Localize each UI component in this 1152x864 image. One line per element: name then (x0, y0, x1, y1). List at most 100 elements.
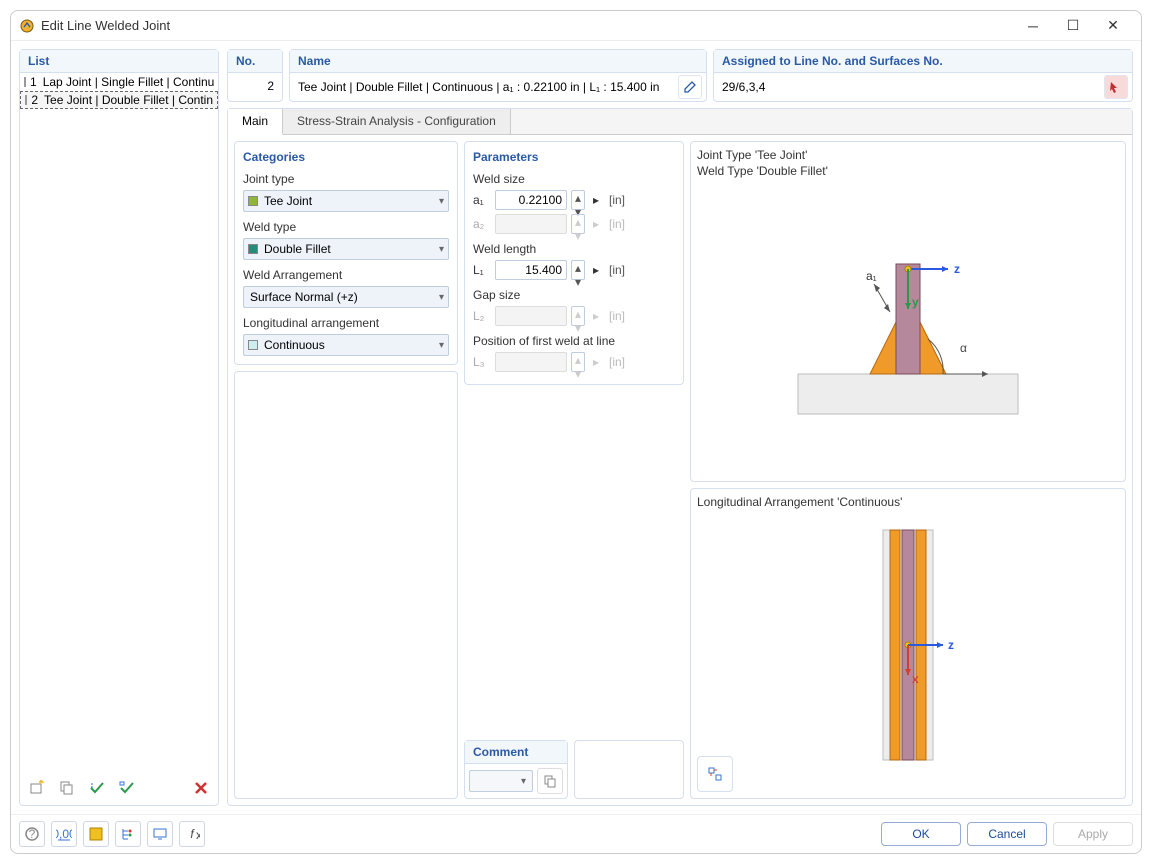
a1-label: a₁ (473, 193, 491, 207)
a2-label: a₂ (473, 217, 491, 231)
a1-row: a₁ ▴▾ ▸ [in] (473, 190, 675, 210)
apply-button: Apply (1053, 822, 1133, 846)
weld-type-value: Double Fillet (264, 242, 439, 256)
a2-row: a₂ ▴▾ ▸ [in] (473, 214, 675, 234)
joint-type-label: Joint type (243, 172, 449, 186)
assigned-section: Assigned to Line No. and Surfaces No. 29… (713, 49, 1133, 102)
L3-spinner: ▴▾ (571, 352, 585, 372)
extra-box (574, 740, 684, 799)
no-header: No. (228, 50, 282, 73)
categories-column: Categories Joint type Tee Joint ▾ Weld t… (234, 141, 458, 799)
maximize-button[interactable]: ☐ (1053, 12, 1093, 40)
L2-unit: [in] (609, 309, 625, 323)
L2-input (495, 306, 567, 326)
L3-row: L₃ ▴▾ ▸ [in] (473, 352, 675, 372)
gap-size-label: Gap size (473, 288, 675, 302)
check-button-1[interactable] (84, 775, 110, 801)
preview-long-arrangement: Longitudinal Arrangement 'Continuous' z … (690, 488, 1126, 799)
minimize-button[interactable]: ─ (1013, 12, 1053, 40)
help-button[interactable]: ? (19, 821, 45, 847)
tabs: Main Stress-Strain Analysis - Configurat… (228, 109, 1132, 135)
list-item[interactable]: 2 Tee Joint | Double Fillet | Contin (20, 91, 218, 109)
weld-type-swatch (248, 244, 258, 254)
list-item[interactable]: 1 Lap Joint | Single Fillet | Continu (20, 73, 218, 91)
chevron-down-icon: ▾ (439, 196, 444, 207)
comment-copy-button[interactable] (537, 768, 563, 794)
content: List 1 Lap Joint | Single Fillet | Conti… (11, 41, 1141, 814)
a2-input (495, 214, 567, 234)
list-label: Tee Joint | Double Fillet | Contin (44, 93, 213, 107)
chevron-down-icon: ▾ (439, 340, 444, 351)
pos-first-label: Position of first weld at line (473, 334, 675, 348)
preview-joint-type: Joint Type 'Tee Joint'Weld Type 'Double … (690, 141, 1126, 482)
L2-spinner: ▴▾ (571, 306, 585, 326)
L3-unit: [in] (609, 355, 625, 369)
list-swatch (24, 77, 26, 87)
svg-text:α: α (960, 341, 967, 355)
new-item-button[interactable] (24, 775, 50, 801)
close-button[interactable]: ✕ (1093, 12, 1133, 40)
L2-row: L₂ ▴▾ ▸ [in] (473, 306, 675, 326)
parameters-column: Parameters Weld size a₁ ▴▾ ▸ [in] a₂ (464, 141, 684, 799)
list-toolbar (20, 771, 218, 805)
comment-select[interactable]: ▾ (469, 770, 533, 792)
tab-stress-strain[interactable]: Stress-Strain Analysis - Configuration (283, 109, 511, 134)
L1-input[interactable] (495, 260, 567, 280)
a1-spinner[interactable]: ▴▾ (571, 190, 585, 210)
joint-type-value: Tee Joint (264, 194, 439, 208)
tabbed-section: Main Stress-Strain Analysis - Configurat… (227, 108, 1133, 806)
comment-section: Comment ▾ (464, 740, 568, 799)
L3-more-button: ▸ (589, 352, 603, 372)
assigned-value[interactable]: 29/6,3,4 (714, 74, 1100, 100)
weld-type-select[interactable]: Double Fillet ▾ (243, 238, 449, 260)
color-button[interactable] (83, 821, 109, 847)
copy-item-button[interactable] (54, 775, 80, 801)
no-section: No. 2 (227, 49, 283, 102)
preview1-title: Joint Type 'Tee Joint'Weld Type 'Double … (697, 148, 1119, 179)
svg-text:?: ? (29, 827, 36, 841)
edit-name-button[interactable] (678, 75, 702, 99)
list-header: List (20, 50, 218, 73)
a1-input[interactable] (495, 190, 567, 210)
function-button[interactable]: fx (179, 821, 205, 847)
L1-spinner[interactable]: ▴▾ (571, 260, 585, 280)
L1-more-button[interactable]: ▸ (589, 260, 603, 280)
tab-main[interactable]: Main (228, 109, 283, 135)
L3-input (495, 352, 567, 372)
pick-assignment-button[interactable] (1104, 75, 1128, 99)
assigned-header: Assigned to Line No. and Surfaces No. (714, 50, 1132, 73)
list-section: List 1 Lap Joint | Single Fillet | Conti… (19, 49, 219, 806)
cancel-button[interactable]: Cancel (967, 822, 1047, 846)
L1-unit: [in] (609, 263, 625, 277)
joint-type-swatch (248, 196, 258, 206)
a1-more-button[interactable]: ▸ (589, 190, 603, 210)
left-column: List 1 Lap Joint | Single Fillet | Conti… (19, 49, 219, 806)
svg-text:0,00: 0,00 (56, 827, 72, 841)
L1-row: L₁ ▴▾ ▸ [in] (473, 260, 675, 280)
window-title: Edit Line Welded Joint (41, 18, 1013, 33)
joint-diagram: z y a₁ α (778, 234, 1038, 424)
preview2-title: Longitudinal Arrangement 'Continuous' (697, 495, 1119, 511)
long-arrangement-swatch (248, 340, 258, 350)
name-header: Name (290, 50, 706, 73)
list-num: 1 (30, 75, 37, 89)
ok-button[interactable]: OK (881, 822, 961, 846)
monitor-button[interactable] (147, 821, 173, 847)
tree-button[interactable] (115, 821, 141, 847)
units-button[interactable]: 0,00 (51, 821, 77, 847)
list-num: 2 (31, 93, 38, 107)
name-value: Tee Joint | Double Fillet | Continuous |… (290, 74, 674, 100)
weld-arrangement-label: Weld Arrangement (243, 268, 449, 282)
joint-type-select[interactable]: Tee Joint ▾ (243, 190, 449, 212)
weld-arrangement-select[interactable]: Surface Normal (+z) ▾ (243, 286, 449, 308)
delete-item-button[interactable] (188, 775, 214, 801)
long-arrangement-select[interactable]: Continuous ▾ (243, 334, 449, 356)
comment-row: Comment ▾ (464, 740, 684, 799)
comment-header: Comment (465, 741, 567, 764)
list-label: Lap Joint | Single Fillet | Continu (43, 75, 215, 89)
preview-tool-button[interactable] (702, 761, 728, 787)
right-column: No. 2 Name Tee Joint | Double Fillet | C… (227, 49, 1133, 806)
check-button-2[interactable] (114, 775, 140, 801)
L1-label: L₁ (473, 263, 491, 277)
titlebar: Edit Line Welded Joint ─ ☐ ✕ (11, 11, 1141, 41)
